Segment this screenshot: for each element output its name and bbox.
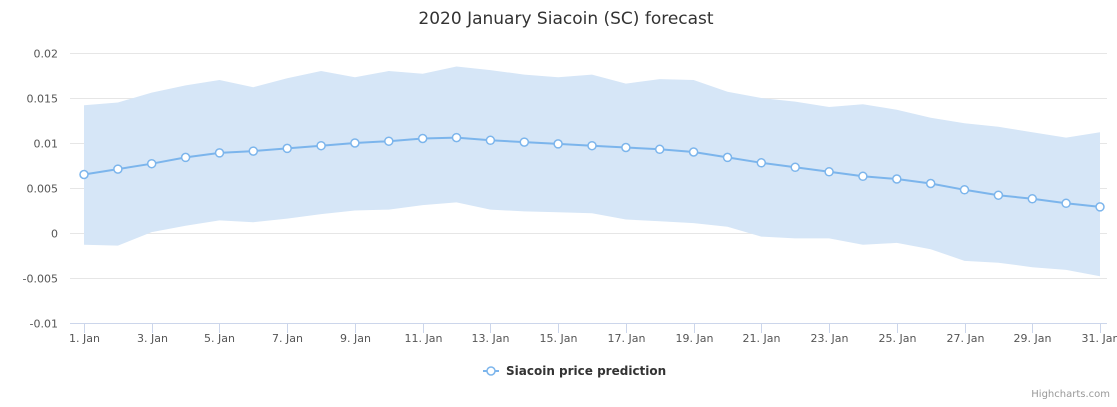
y-tick-label: 0.015 [27, 93, 59, 106]
x-tick-label: 25. Jan [879, 332, 917, 345]
x-tick-label: 21. Jan [743, 332, 781, 345]
data-point-marker[interactable] [451, 132, 462, 143]
y-tick-label: 0.005 [27, 183, 59, 196]
data-point-marker[interactable] [146, 158, 157, 169]
data-point-marker[interactable] [756, 158, 767, 168]
range-band [84, 66, 1100, 277]
data-point-marker[interactable] [1061, 198, 1071, 209]
forecast-range-area [84, 66, 1100, 277]
y-tick-label: 0.02 [34, 48, 59, 61]
x-tick-label: 17. Jan [608, 332, 646, 345]
x-tick-label: 5. Jan [204, 332, 235, 345]
legend-marker-icon [486, 366, 496, 376]
data-point-marker[interactable] [722, 152, 733, 163]
price-prediction-series[interactable] [79, 132, 1105, 212]
data-point-marker[interactable] [892, 174, 902, 184]
legend-item-label[interactable]: Siacoin price prediction [506, 364, 666, 378]
data-point-marker[interactable] [824, 167, 834, 177]
x-tick-label: 27. Jan [947, 332, 985, 345]
data-point-marker[interactable] [214, 148, 225, 158]
data-point-marker[interactable] [790, 162, 800, 173]
data-point-marker[interactable] [79, 169, 89, 180]
data-point-marker[interactable] [316, 140, 326, 151]
x-tick-label: 29. Jan [1014, 332, 1052, 345]
x-tick-label: 23. Jan [811, 332, 849, 345]
x-tick-label: 1. Jan [69, 332, 100, 345]
data-point-marker[interactable] [858, 171, 868, 182]
y-tick-label: -0.005 [23, 273, 58, 286]
data-point-marker[interactable] [925, 178, 936, 189]
credits-link[interactable]: Highcharts.com [1031, 389, 1110, 400]
data-point-marker[interactable] [384, 136, 394, 146]
x-tick-label: 15. Jan [540, 332, 578, 345]
x-tick-label: 11. Jan [405, 332, 443, 345]
data-point-marker[interactable] [485, 135, 496, 146]
data-point-marker[interactable] [959, 185, 970, 195]
x-tick-label: 13. Jan [472, 332, 510, 345]
data-point-marker[interactable] [587, 140, 597, 151]
chart-title: 2020 January Siacoin (SC) forecast [418, 9, 714, 29]
y-tick-label: 0 [51, 228, 58, 241]
data-point-marker[interactable] [519, 137, 530, 147]
x-tick-label: 9. Jan [340, 332, 371, 345]
data-point-marker[interactable] [113, 164, 123, 174]
data-point-marker[interactable] [350, 138, 360, 148]
data-point-marker[interactable] [282, 143, 292, 154]
data-point-marker[interactable] [654, 144, 665, 155]
data-point-marker[interactable] [688, 147, 699, 157]
y-tick-label: -0.01 [30, 318, 58, 331]
data-point-marker[interactable] [993, 190, 1004, 200]
data-point-marker[interactable] [180, 152, 191, 163]
y-tick-label: 0.01 [34, 138, 59, 151]
legend[interactable]: Siacoin price prediction [483, 364, 666, 378]
data-point-marker[interactable] [417, 133, 428, 144]
x-tick-label: 7. Jan [272, 332, 303, 345]
x-tick-label: 19. Jan [676, 332, 714, 345]
x-tick-label: 3. Jan [137, 332, 168, 345]
data-point-marker[interactable] [1027, 194, 1038, 204]
data-point-marker[interactable] [553, 139, 563, 149]
x-tick-label: 31. Jan [1082, 332, 1117, 345]
data-point-marker[interactable] [248, 146, 259, 156]
axes: -0.01 -0.005 0 0.005 0.01 0.015 0.02 1. Jan 3. J… [23, 48, 1117, 346]
data-point-marker[interactable] [1095, 202, 1105, 212]
data-point-marker[interactable] [621, 142, 631, 153]
